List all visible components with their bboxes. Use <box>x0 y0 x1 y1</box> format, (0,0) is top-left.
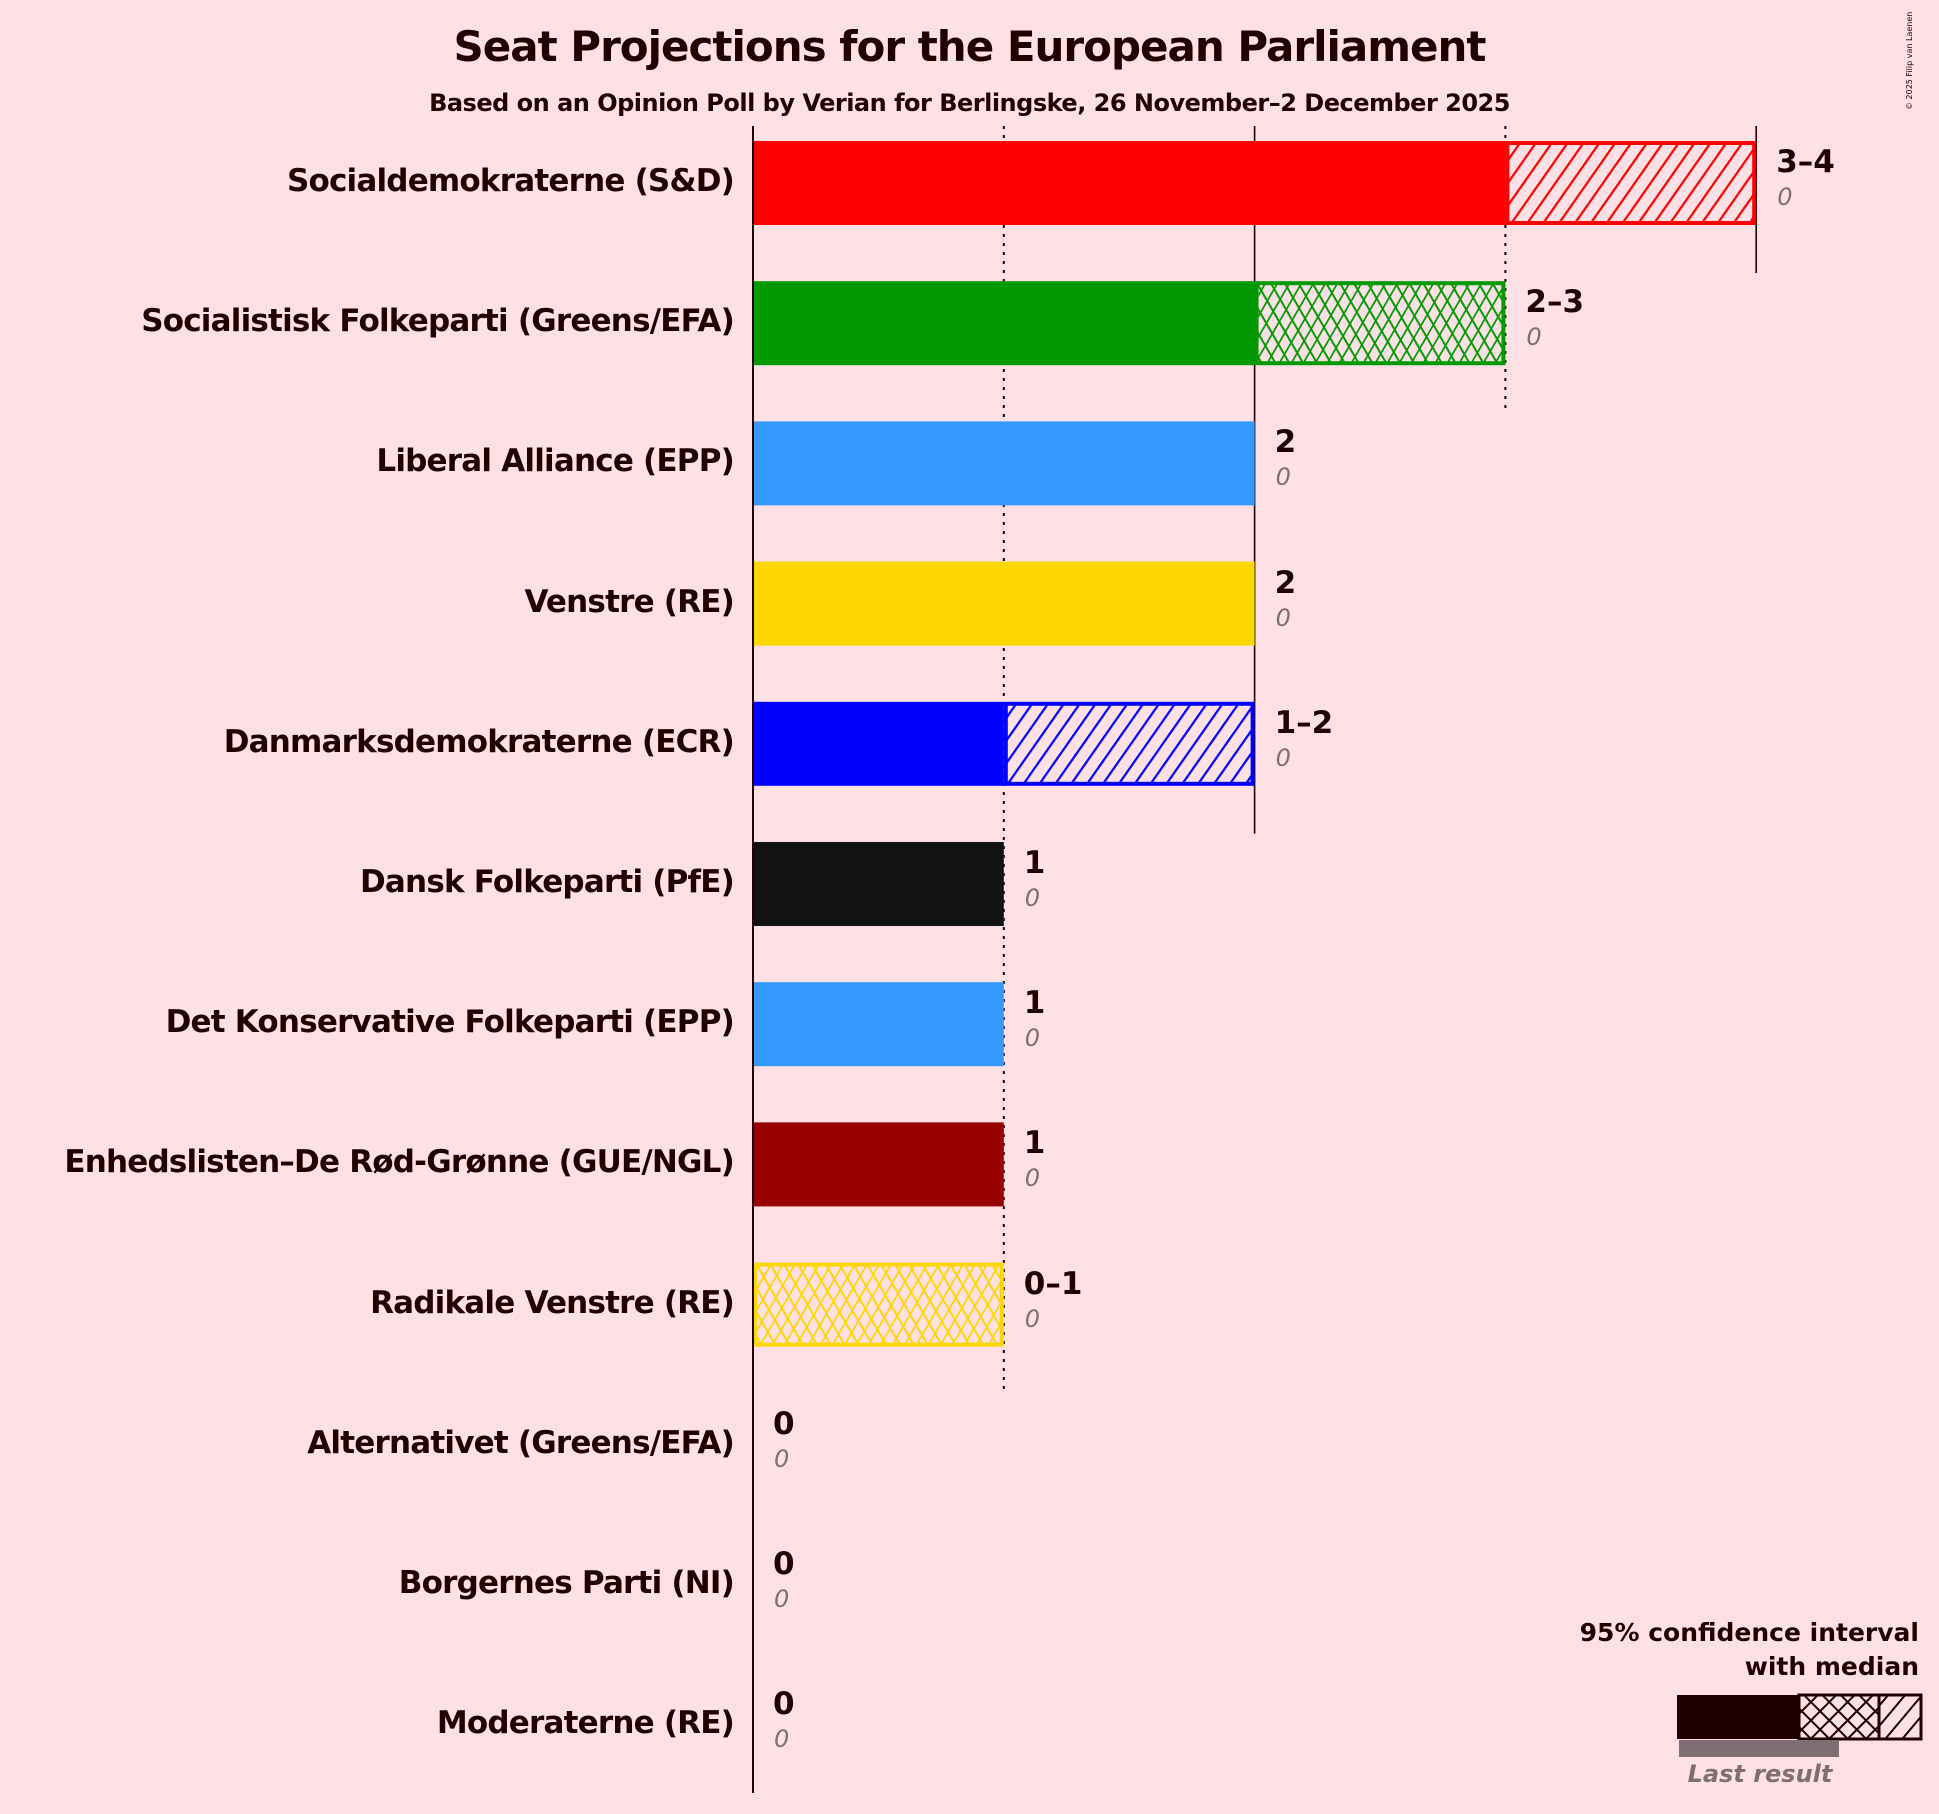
party-label: Danmarksdemokraterne (ECR) <box>223 723 735 760</box>
last-result-label: 0 <box>774 1444 790 1473</box>
bar-ci-upper-section <box>1505 141 1757 225</box>
chart-title: Seat Projections for the European Parlia… <box>453 22 1487 71</box>
seat-range-label: 0 <box>773 1686 795 1723</box>
legend-title-line1: 95% confidence interval <box>1579 1618 1919 1647</box>
seat-range-label: 2 <box>1274 424 1297 461</box>
seat-range-label: 1 <box>1023 985 1046 1022</box>
legend-last-result-swatch <box>1679 1740 1839 1757</box>
party-label: Alternativet (Greens/EFA) <box>307 1424 735 1461</box>
legend-ci-cross-swatch <box>1797 1693 1881 1741</box>
last-result-label: 0 <box>1024 884 1041 912</box>
party-bar-group <box>753 1122 1004 1207</box>
party-label: Dansk Folkeparti (PfE) <box>360 864 735 900</box>
party-bar-group <box>753 561 1255 646</box>
chart-subtitle: Based on an Opinion Poll by Verian for B… <box>429 89 1510 117</box>
bar-ci-median-section <box>753 1262 1004 1347</box>
last-result-label: 0 <box>1777 183 1793 211</box>
party-label: Socialdemokraterne (S&D) <box>286 163 735 199</box>
party-label: Venstre (RE) <box>524 583 734 620</box>
last-result-label: 0 <box>1024 1164 1041 1193</box>
seat-range-label: 0 <box>773 1405 795 1442</box>
bar-solid <box>753 281 1255 366</box>
legend-last-result-label: Last result <box>1687 1760 1833 1788</box>
seat-range-label: 0–1 <box>1023 1265 1083 1302</box>
seat-range-label: 1 <box>1023 845 1046 881</box>
seat-range-label: 3–4 <box>1776 144 1835 180</box>
last-result-label: 0 <box>1024 1304 1041 1333</box>
legend-title-line2: with median <box>1744 1652 1919 1681</box>
party-bar-group <box>753 421 1255 506</box>
party-bar-group <box>753 701 1255 786</box>
party-label: Radikale Venstre (RE) <box>370 1284 735 1321</box>
seat-range-label: 0 <box>773 1546 795 1582</box>
seat-range-label: 2 <box>1274 564 1297 601</box>
party-label: Enhedslisten–De Rød-Grønne (GUE/NGL) <box>64 1144 734 1181</box>
party-label: Socialistisk Folkeparti (Greens/EFA) <box>141 303 735 340</box>
last-result-label: 0 <box>1024 1024 1041 1053</box>
bars <box>753 141 1757 1347</box>
bar-solid <box>753 842 1004 926</box>
party-label: Moderaterne (RE) <box>436 1705 735 1742</box>
legend-title: 95% confidence interval with median <box>1519 1616 1919 1684</box>
last-result-label: 0 <box>774 1725 790 1754</box>
party-bar-group <box>753 141 1757 225</box>
bar-ci-median-section <box>1254 281 1506 366</box>
party-label: Liberal Alliance (EPP) <box>376 443 734 480</box>
last-result-label: 0 <box>1275 743 1291 772</box>
legend-ci-hatch-swatch <box>1877 1693 1923 1741</box>
party-bar-group <box>753 982 1004 1067</box>
bar-solid <box>753 701 1004 786</box>
bar-solid <box>753 982 1004 1067</box>
seat-range-label: 2–3 <box>1525 284 1585 321</box>
bar-ci-upper-section <box>1003 701 1255 786</box>
bar-solid <box>753 561 1255 646</box>
party-label: Det Konservative Folkeparti (EPP) <box>165 1004 735 1041</box>
party-label: Borgernes Parti (NI) <box>398 1565 735 1601</box>
bar-solid <box>753 421 1255 506</box>
legend-median-swatch <box>1677 1695 1799 1739</box>
party-bar-group <box>753 1262 1004 1347</box>
last-result-label: 0 <box>1526 323 1542 352</box>
party-bar-group <box>753 842 1004 926</box>
bar-solid <box>753 141 1506 225</box>
seat-range-label: 1 <box>1023 1125 1046 1162</box>
legend-graphic <box>1677 1693 1923 1757</box>
last-result-label: 0 <box>774 1585 790 1613</box>
last-result-label: 0 <box>1275 603 1291 632</box>
seat-range-label: 1–2 <box>1274 704 1334 741</box>
party-bar-group <box>753 281 1506 366</box>
last-result-label: 0 <box>1275 463 1291 492</box>
bar-solid <box>753 1122 1004 1207</box>
